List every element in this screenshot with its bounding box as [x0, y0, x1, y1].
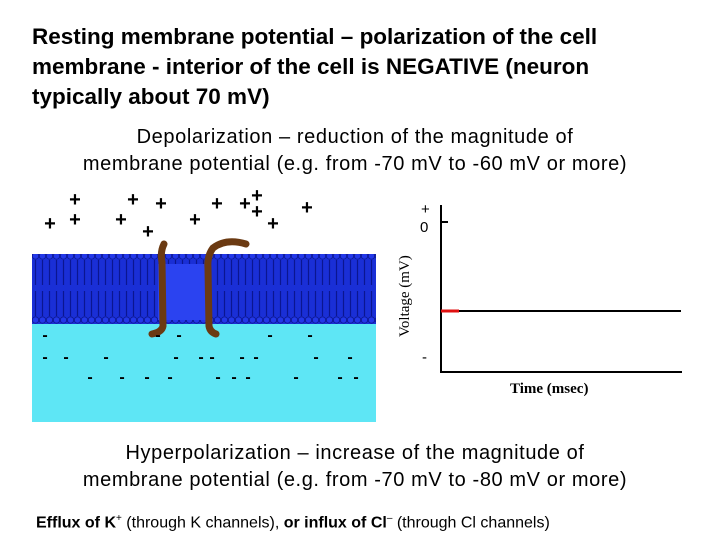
hyperpolarization-text: Hyperpolarization – increase of the magn… — [0, 440, 710, 494]
depolarization-line-1: Depolarization – reduction of the magnit… — [136, 126, 574, 148]
plus-charge-symbol: + — [115, 209, 127, 231]
y-axis-plus-label: + — [421, 201, 430, 218]
minus-charge-symbol: - — [103, 349, 108, 366]
heading-line-3: typically about 70 mV) — [32, 84, 270, 109]
time-axis-label: Time (msec) — [510, 381, 588, 397]
minus-charge-symbol: - — [253, 349, 258, 366]
k-channel-text: (through K channels), — [121, 514, 284, 532]
y-axis-zero-label: 0 — [420, 219, 428, 236]
plus-charge-symbol: + — [155, 193, 167, 215]
cl-channel-text: (through Cl channels) — [392, 514, 550, 532]
heading-line-2: membrane - interior of the cell is NEGAT… — [32, 54, 590, 79]
plus-charge-symbol: + — [69, 190, 81, 211]
minus-charge-symbol: - — [215, 369, 220, 386]
ion-channel-right — [204, 238, 250, 338]
depolarization-text: Depolarization – reduction of the magnit… — [0, 124, 710, 178]
minus-charge-symbol: - — [353, 369, 358, 386]
plus-charge-symbol: + — [44, 213, 56, 235]
minus-charge-symbol: - — [176, 327, 181, 344]
minus-charge-symbol: - — [155, 327, 160, 344]
voltage-graph: Voltage (mV) + 0 - Time (msec) — [397, 201, 682, 397]
heading-text: Resting membrane potential – polarizatio… — [32, 22, 712, 112]
minus-charge-symbol: - — [337, 369, 342, 386]
minus-charge-symbol: - — [245, 369, 250, 386]
hyperpolarization-line-2: membrane potential (e.g. from -70 mV to … — [82, 469, 628, 491]
minus-charge-symbol: - — [42, 349, 47, 366]
negative-charges: -- - -- - - -- -- - - - -- - ----- -- - — [42, 327, 358, 386]
plus-charge-symbol: + — [239, 193, 251, 215]
plus-charge-symbol: + — [301, 197, 313, 219]
plus-charge-symbol: + — [267, 213, 279, 235]
minus-charge-symbol: - — [63, 349, 68, 366]
cell-interior — [32, 318, 376, 422]
minus-charge-symbol: - — [42, 327, 47, 344]
voltage-axis-label: Voltage (mV) — [397, 255, 413, 337]
ion-channel-left — [148, 240, 168, 338]
membrane-diagram: ++++++++++ ++++ -- - -- - - -- -- - - - -- - ----- -- - — [32, 190, 376, 422]
minus-charge-symbol: - — [267, 327, 272, 344]
plus-charge-symbol: + — [127, 190, 139, 211]
minus-charge-symbol: - — [144, 369, 149, 386]
plus-charge-symbol: + — [142, 221, 154, 243]
positive-charges: ++++++++++ ++++ — [44, 190, 313, 243]
heading-line-1: Resting membrane potential – polarizatio… — [32, 24, 598, 49]
minus-charge-symbol: - — [293, 369, 298, 386]
plus-charge-symbol: + — [251, 190, 263, 207]
y-axis-minus-label: - — [422, 349, 427, 366]
influx-cl-label: or influx of Cl — [283, 514, 387, 532]
minus-charge-symbol: - — [239, 349, 244, 366]
minus-charge-symbol: - — [313, 349, 318, 366]
plus-charge-symbol: + — [251, 201, 263, 223]
minus-charge-symbol: - — [209, 349, 214, 366]
minus-charge-symbol: - — [173, 349, 178, 366]
minus-charge-symbol: - — [198, 349, 203, 366]
plus-charge-symbol: + — [189, 209, 201, 231]
minus-charge-symbol: - — [307, 327, 312, 344]
minus-charge-symbol: - — [167, 369, 172, 386]
k-superscript: + — [116, 513, 122, 524]
cl-superscript: – — [386, 513, 393, 524]
minus-charge-symbol: - — [231, 369, 236, 386]
minus-charge-symbol: - — [119, 369, 124, 386]
plus-charge-symbol: + — [69, 209, 81, 231]
ion-channel-pore — [158, 264, 210, 320]
plus-charge-symbol: + — [211, 193, 223, 215]
hyperpolarization-line-1: Hyperpolarization – increase of the magn… — [125, 442, 585, 464]
minus-charge-symbol: - — [87, 369, 92, 386]
efflux-k-label: Efflux of K — [36, 514, 116, 532]
minus-charge-symbol: - — [347, 349, 352, 366]
depolarization-line-2: membrane potential (e.g. from -70 mV to … — [82, 153, 628, 175]
efflux-text: Efflux of K+ (through K channels), or in… — [36, 508, 716, 534]
